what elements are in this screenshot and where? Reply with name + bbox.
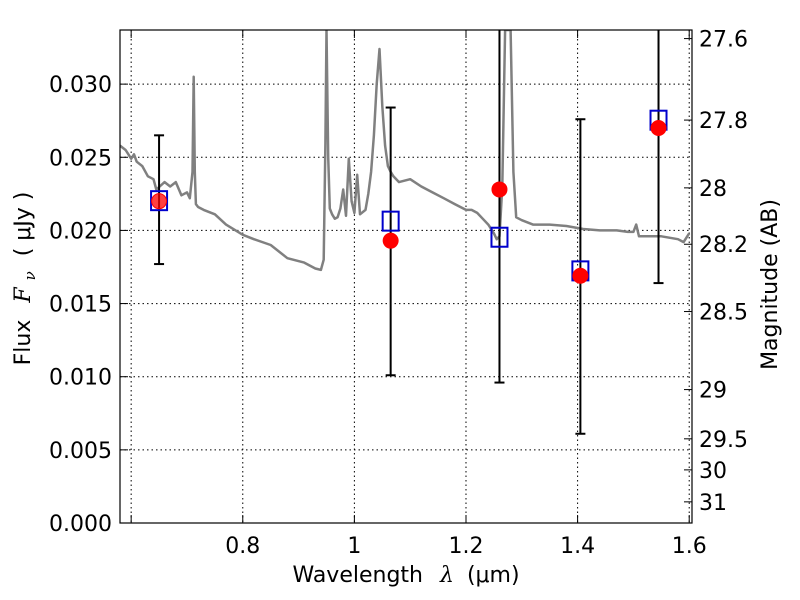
model-square-marker xyxy=(381,210,400,232)
tick-layer xyxy=(120,30,692,524)
model-square-marker xyxy=(150,190,169,212)
model-square-marker xyxy=(490,226,509,248)
y-tick-label: 0.000 xyxy=(49,512,112,537)
y2-tick-label: 28.5 xyxy=(699,301,748,326)
x-axis-label-symbol: λ xyxy=(439,563,454,588)
x-axis-label-unit: (μm) xyxy=(467,563,520,588)
observed-data-point xyxy=(151,193,168,210)
plot-frame xyxy=(119,29,693,524)
observed-data-point xyxy=(491,181,508,198)
y2-tick-label: 27.8 xyxy=(699,109,748,134)
observed-data-point xyxy=(572,267,589,284)
y-tick-label: 0.030 xyxy=(49,73,112,98)
y-axis-label-unit: ( μJy ) xyxy=(11,192,36,257)
y2-tick-label: 29.5 xyxy=(699,428,748,453)
y2-tick-label: 28 xyxy=(699,177,727,202)
y-axis-label-subscript: ν xyxy=(21,271,39,280)
y-axis-label: Flux F ν ( μJy ) xyxy=(11,192,41,366)
x-axis-label-text: Wavelength xyxy=(292,563,423,588)
y2-tick-label: 28.2 xyxy=(699,233,748,258)
y-axis-label-symbol: F xyxy=(11,287,36,304)
observed-marker-layer xyxy=(151,120,667,284)
model-marker-layer xyxy=(150,109,668,282)
errorbar-layer xyxy=(154,30,664,435)
y2-tick-label: 30 xyxy=(699,459,727,484)
y2-axis-label: Magnitude (AB) xyxy=(758,199,783,370)
x-tick-label: 1.4 xyxy=(560,534,595,559)
y2-tick-label: 27.6 xyxy=(699,28,748,53)
grid-layer xyxy=(120,30,692,523)
x-tick-label: 1.6 xyxy=(672,534,707,559)
y-tick-label: 0.015 xyxy=(49,293,112,318)
y-tick-label: 0.025 xyxy=(49,146,112,171)
y-tick-label: 0.020 xyxy=(49,219,112,244)
y-tick-label: 0.010 xyxy=(49,366,112,391)
template-spectrum-line xyxy=(120,30,691,272)
y-axis-label-text: Flux xyxy=(11,320,36,366)
y-tick-label: 0.005 xyxy=(49,439,112,464)
tick-label-layer: 0.8 1 1.2 1.4 1.6 0.000 0.005 0.010 0.015 0.020 0.… xyxy=(49,28,748,559)
x-tick-label: 1 xyxy=(347,534,361,559)
x-tick-label: 0.8 xyxy=(225,534,260,559)
spectrum-layer xyxy=(120,30,691,272)
x-axis-label: Wavelength λ (μm) xyxy=(292,563,519,588)
x-tick-label: 1.2 xyxy=(448,534,483,559)
y2-tick-label: 29 xyxy=(699,379,727,404)
y2-tick-label: 31 xyxy=(699,491,727,516)
observed-data-point xyxy=(382,232,399,249)
observed-data-point xyxy=(650,120,667,137)
